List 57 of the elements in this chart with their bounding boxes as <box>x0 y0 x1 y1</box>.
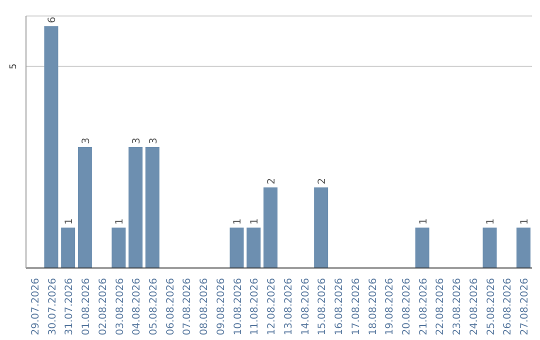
bar <box>246 228 261 268</box>
bar <box>482 228 497 268</box>
bar <box>128 147 143 268</box>
data-label: 6 <box>47 16 58 24</box>
x-tick-label: 09.08.2026 <box>216 278 227 336</box>
x-tick-label: 15.08.2026 <box>317 278 328 336</box>
x-tick-label: 25.08.2026 <box>486 278 497 336</box>
data-label: 1 <box>232 218 244 225</box>
x-tick-label: 18.08.2026 <box>368 278 379 336</box>
x-tick-label: 05.08.2026 <box>148 278 160 336</box>
data-label: 1 <box>418 218 430 225</box>
bar <box>516 228 530 268</box>
bar <box>44 26 58 268</box>
bar <box>78 147 92 268</box>
bar <box>112 228 126 268</box>
data-label: 3 <box>132 138 143 144</box>
x-tick-label: 04.08.2026 <box>132 278 143 336</box>
bar <box>415 228 430 268</box>
x-tick-label: 21.08.2026 <box>418 278 430 336</box>
data-label: 2 <box>317 178 328 184</box>
x-tick-label: 06.08.2026 <box>165 278 176 336</box>
x-tick-label: 23.08.2026 <box>452 278 464 336</box>
x-tick-label: 16.08.2026 <box>334 278 346 336</box>
x-tick-label: 22.08.2026 <box>435 278 446 336</box>
x-tick-label: 07.08.2026 <box>182 278 194 336</box>
data-label: 1 <box>519 218 530 225</box>
data-label: 2 <box>266 178 278 184</box>
x-tick-label: 01.08.2026 <box>81 278 92 336</box>
bar <box>314 187 328 268</box>
x-tick-label: 13.08.2026 <box>283 278 294 336</box>
x-tick-label: 29.07.2026 <box>30 278 42 336</box>
data-label: 1 <box>114 218 126 225</box>
data-label: 1 <box>64 218 76 225</box>
x-tick-label: 14.08.2026 <box>300 278 312 336</box>
x-tick-label: 26.08.2026 <box>502 278 514 336</box>
x-tick-label: 17.08.2026 <box>350 278 362 336</box>
x-tick-label: 30.07.2026 <box>47 278 58 336</box>
x-tick-label: 20.08.2026 <box>402 278 412 336</box>
bar <box>145 147 160 268</box>
bar <box>61 228 76 268</box>
x-tick-label: 03.08.2026 <box>114 278 126 336</box>
x-tick-label: 08.08.2026 <box>199 278 210 336</box>
data-label: 3 <box>80 138 92 144</box>
y-tick-label: 5 <box>9 64 19 70</box>
x-tick-label: 12.08.2026 <box>266 278 278 336</box>
x-tick-label: 10.08.2026 <box>232 278 244 336</box>
data-label: 1 <box>486 218 497 225</box>
x-tick-label: 31.07.2026 <box>64 278 76 336</box>
data-label: 3 <box>148 138 160 144</box>
bar <box>263 187 278 268</box>
data-label: 1 <box>250 218 261 225</box>
x-tick-label: 02.08.2026 <box>98 278 109 336</box>
x-tick-label: 11.08.2026 <box>250 278 261 336</box>
x-tick-label: 27.08.2026 <box>520 278 531 336</box>
x-tick-label: 19.08.2026 <box>384 278 396 336</box>
x-tick-label: 24.08.2026 <box>468 278 480 336</box>
bar <box>230 228 244 268</box>
